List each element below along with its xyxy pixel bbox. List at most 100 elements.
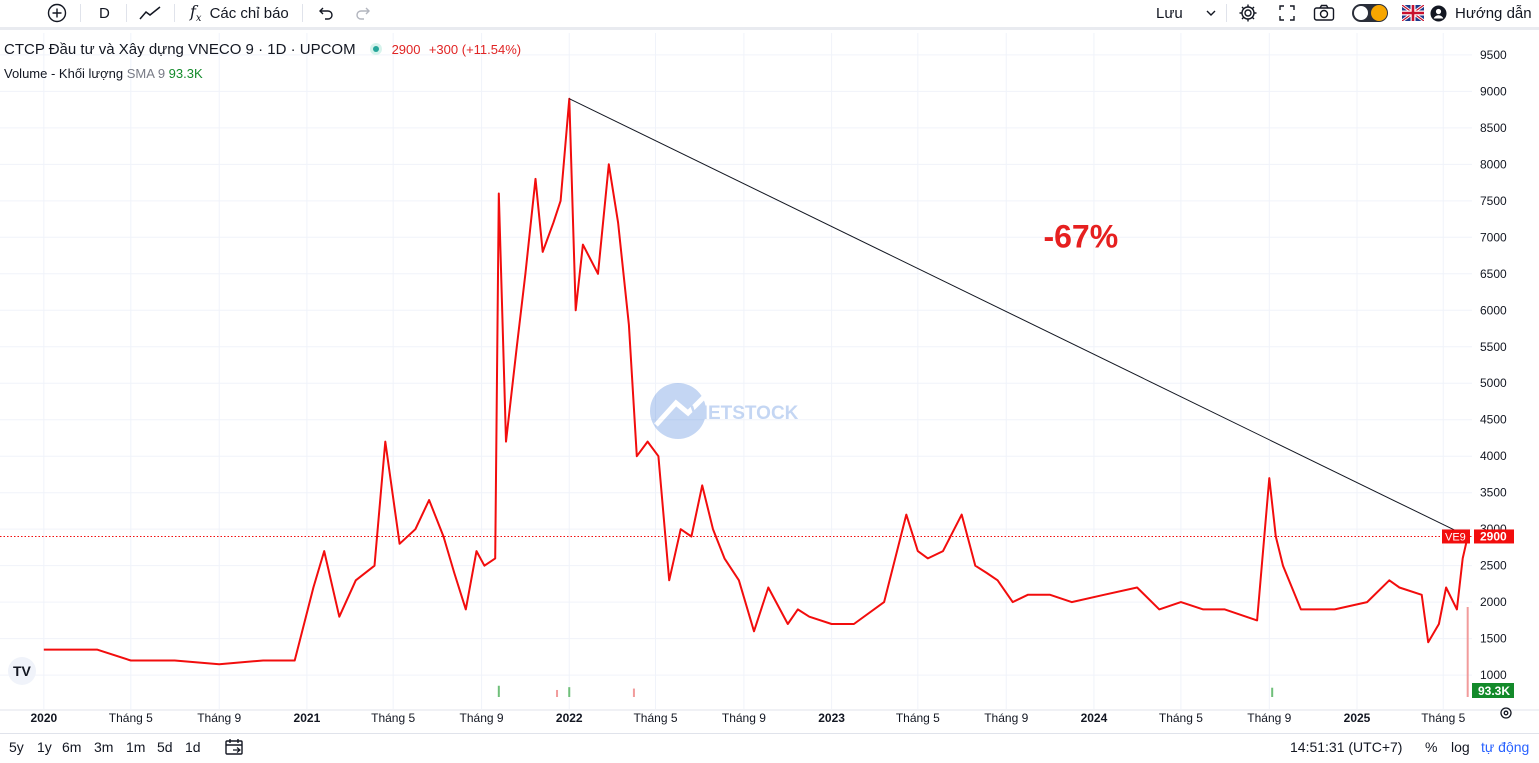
chevron-down-icon	[1205, 7, 1217, 19]
range-1m[interactable]: 1m	[126, 739, 145, 755]
volume-tag: 93.3K	[1472, 683, 1514, 698]
price-axis[interactable]: 1000150020002500300035004000450050005500…	[1472, 33, 1539, 733]
time-tick-label: Tháng 5	[1421, 711, 1465, 725]
range-5d[interactable]: 5d	[157, 739, 173, 755]
sun-icon	[1371, 5, 1387, 21]
price-tick-label: 3500	[1480, 486, 1507, 500]
price-tick-label: 7500	[1480, 194, 1507, 208]
percent-toggle[interactable]: %	[1425, 739, 1437, 755]
undo-icon	[316, 4, 334, 22]
price-tick-label: 5500	[1480, 340, 1507, 354]
price-tick-label: 2500	[1480, 559, 1507, 573]
volume-bar	[1271, 688, 1273, 697]
screenshot-button[interactable]	[1313, 0, 1335, 26]
add-symbol-button[interactable]	[47, 0, 67, 26]
interval-button[interactable]: D	[99, 0, 110, 26]
redo-button[interactable]	[355, 0, 373, 26]
bottom-toolbar: 5y 1y 6m 3m 1m 5d 1d 14:51:31 (UTC+7) % …	[0, 733, 1539, 763]
price-tick-label: 8000	[1480, 157, 1507, 171]
price-tick-label: 8500	[1480, 121, 1507, 135]
time-tick-label: 2022	[556, 711, 583, 725]
time-tick-label: Tháng 9	[197, 711, 241, 725]
volume-ma: SMA 9	[127, 66, 165, 81]
symbol-title[interactable]: CTCP Đầu tư và Xây dựng VNECO 9 · 1D · U…	[4, 41, 356, 58]
toolbar-divider	[302, 4, 303, 22]
time-tick-label: 2024	[1081, 711, 1108, 725]
toggle-knob	[1354, 6, 1368, 20]
watermark-text: VIETSTOCK	[690, 403, 799, 424]
price-line	[44, 99, 1468, 665]
last-price: 2900	[392, 42, 421, 57]
volume-bar	[556, 690, 558, 697]
toolbar-divider	[126, 4, 127, 22]
undo-button[interactable]	[316, 0, 334, 26]
price-tick-label: 4500	[1480, 413, 1507, 427]
volume-bar	[568, 687, 570, 697]
uk-flag-icon	[1402, 5, 1424, 21]
guide-button[interactable]: Hướng dẫn	[1430, 0, 1532, 26]
save-button[interactable]: Lưu	[1156, 0, 1183, 26]
range-1y[interactable]: 1y	[37, 739, 52, 755]
tradingview-logo: TV	[8, 657, 36, 685]
volume-bar	[498, 686, 500, 697]
chart-type-button[interactable]	[138, 0, 162, 26]
range-6m[interactable]: 6m	[62, 739, 81, 755]
time-tick-label: Tháng 9	[460, 711, 504, 725]
price-change: +300 (+11.54%)	[429, 42, 521, 57]
fullscreen-button[interactable]	[1278, 0, 1296, 26]
time-tick-label: Tháng 5	[896, 711, 940, 725]
time-tick-label: Tháng 9	[722, 711, 766, 725]
toolbar-divider	[1226, 4, 1227, 22]
price-tick-label: 6500	[1480, 267, 1507, 281]
go-to-date-button[interactable]	[224, 737, 244, 760]
symbol-tag-text: VE9	[1445, 531, 1466, 543]
volume-bar	[1467, 607, 1469, 697]
volume-value: 93.3K	[169, 66, 203, 81]
fullscreen-icon	[1278, 4, 1296, 22]
watermark: VIETSTOCK	[650, 383, 799, 439]
log-toggle[interactable]: log	[1451, 739, 1470, 755]
time-tick-label: Tháng 9	[1247, 711, 1291, 725]
chart-grid	[0, 33, 1472, 709]
calendar-icon	[224, 737, 244, 757]
chart-legend-main: CTCP Đầu tư và Xây dựng VNECO 9 · 1D · U…	[4, 41, 521, 58]
range-5y[interactable]: 5y	[9, 739, 24, 755]
toolbar-divider	[174, 4, 175, 22]
range-1d[interactable]: 1d	[185, 739, 201, 755]
volume-bar	[633, 689, 635, 697]
range-3m[interactable]: 3m	[94, 739, 113, 755]
time-tick-label: 2025	[1344, 711, 1371, 725]
camera-icon	[1313, 4, 1335, 22]
price-tick-label: 6000	[1480, 303, 1507, 317]
guide-label: Hướng dẫn	[1455, 5, 1532, 22]
time-tick-label: 2023	[818, 711, 845, 725]
clock[interactable]: 14:51:31 (UTC+7)	[1290, 739, 1402, 755]
time-tick-label: 2020	[30, 711, 57, 725]
price-tick-label: 9500	[1480, 48, 1507, 62]
time-tick-label: Tháng 5	[1159, 711, 1203, 725]
indicators-button[interactable]: fx Các chỉ báo	[190, 0, 289, 26]
settings-button[interactable]	[1238, 0, 1258, 26]
price-tag-text: 2900	[1480, 529, 1507, 543]
toolbar-divider	[80, 4, 81, 22]
volume-label[interactable]: Volume - Khối lượng	[4, 66, 123, 81]
price-tick-label: 9000	[1480, 84, 1507, 98]
fx-icon: fx	[190, 2, 202, 24]
price-chart[interactable]: VIETSTOCK -67% 1000150020002500300035004…	[0, 33, 1539, 733]
volume-series	[498, 607, 1469, 697]
user-icon	[1430, 5, 1447, 22]
time-tick-label: Tháng 5	[109, 711, 153, 725]
price-tick-label: 4000	[1480, 449, 1507, 463]
price-tick-label: 1000	[1480, 668, 1507, 682]
time-tick-label: Tháng 9	[984, 711, 1028, 725]
indicators-label: Các chỉ báo	[210, 5, 289, 22]
save-label: Lưu	[1156, 5, 1183, 22]
save-menu-button[interactable]	[1205, 0, 1217, 26]
svg-text:TV: TV	[13, 663, 32, 679]
time-tick-label: Tháng 5	[633, 711, 677, 725]
theme-toggle[interactable]	[1352, 0, 1388, 26]
auto-scale-toggle[interactable]: tự động	[1481, 739, 1529, 755]
language-button[interactable]	[1402, 0, 1424, 26]
redo-icon	[355, 4, 373, 22]
